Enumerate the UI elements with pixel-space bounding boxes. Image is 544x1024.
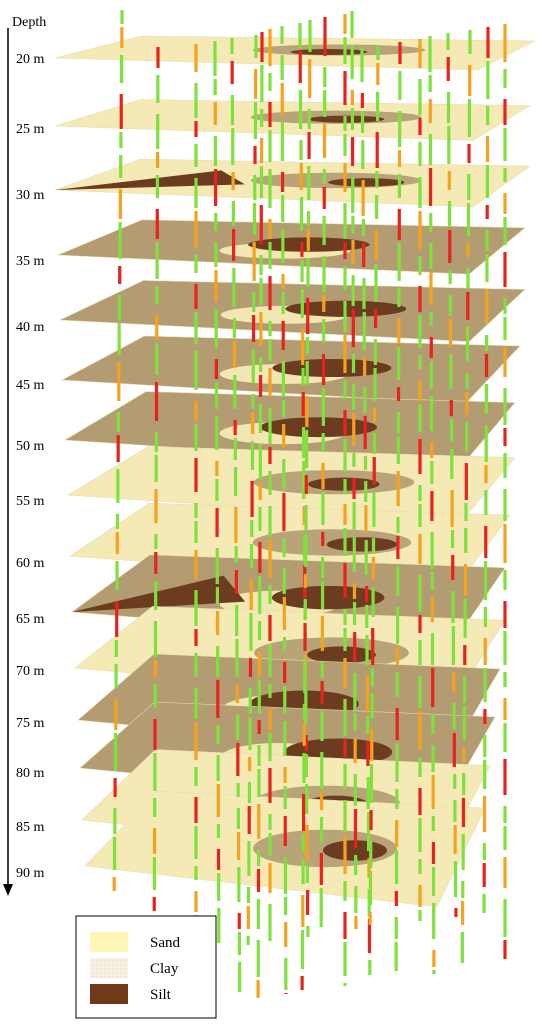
depth-tick-label: 70 m	[16, 664, 45, 679]
depth-tick-label: 50 m	[16, 439, 45, 454]
depth-slice	[84, 790, 486, 908]
depth-tick-label: 90 m	[16, 866, 45, 881]
depth-axis: Depth 20 m 25 m 30 m 35 m 40 m 45 m 50 m 55 m 60…	[3, 15, 46, 896]
borehole	[319, 17, 327, 927]
borehole	[394, 42, 402, 971]
borehole	[298, 23, 310, 937]
borehole	[368, 45, 380, 925]
depth-tick-label: 75 m	[16, 716, 45, 731]
legend-label-silt: Silt	[150, 987, 172, 1003]
silt-patch	[271, 585, 385, 610]
borehole	[360, 48, 372, 975]
borehole	[428, 36, 436, 974]
silt-patch	[328, 178, 405, 187]
silt-patch	[260, 417, 377, 438]
depth-tick-label: 65 m	[16, 612, 45, 627]
depth-slice	[54, 158, 531, 208]
depth-tick-label: 55 m	[16, 494, 45, 509]
depth-slice	[59, 280, 526, 342]
borehole	[300, 20, 312, 990]
depth-tick-label: 20 m	[16, 52, 45, 67]
legend-swatch-sand	[90, 932, 128, 952]
silt-patch	[326, 537, 398, 552]
borehole	[112, 10, 124, 891]
borehole	[446, 33, 458, 917]
silt-patch	[290, 49, 368, 55]
legend: Sand Clay Silt	[75, 915, 217, 1019]
legend-label-sand: Sand	[150, 935, 181, 951]
borehole-group	[112, 10, 507, 1006]
legend-swatch-silt	[90, 984, 128, 1004]
borehole	[280, 26, 288, 994]
legend-swatch-clay	[90, 958, 128, 978]
silt-patch	[307, 646, 376, 664]
legend-label-clay: Clay	[150, 961, 179, 977]
depth-tick-label: 85 m	[16, 820, 45, 835]
borehole	[230, 38, 242, 992]
depth-tick-label: 80 m	[16, 766, 45, 781]
depth-slice	[54, 35, 536, 71]
borehole	[350, 11, 358, 929]
depth-axis-title: Depth	[12, 15, 46, 30]
depth-tick-label: 40 m	[16, 320, 45, 335]
borehole	[246, 35, 258, 945]
depth-tick-label: 45 m	[16, 378, 45, 393]
borehole	[213, 41, 221, 943]
depth-slice	[57, 219, 526, 275]
slice-stack	[54, 35, 536, 908]
depth-tick-label: 35 m	[16, 254, 45, 269]
depth-tick-label: 25 m	[16, 122, 45, 137]
depth-slice	[54, 99, 532, 141]
depth-tick-label: 60 m	[16, 556, 45, 571]
borehole	[256, 32, 264, 998]
borehole	[460, 30, 472, 963]
depth-tick-label: 30 m	[16, 188, 45, 203]
borehole	[482, 27, 490, 913]
